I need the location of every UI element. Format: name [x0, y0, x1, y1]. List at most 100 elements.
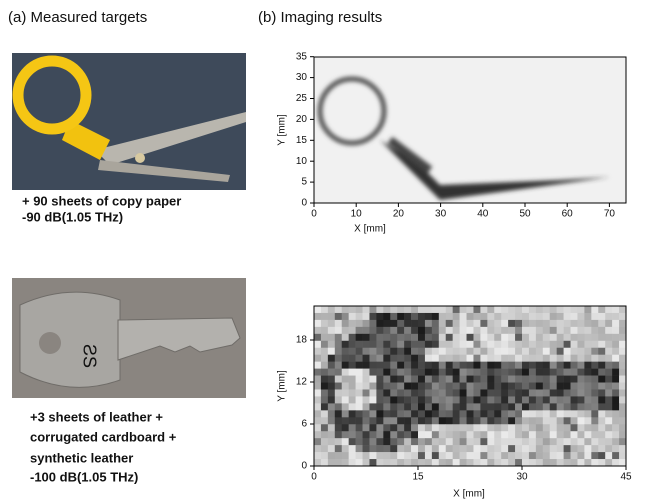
pixel: [335, 417, 342, 424]
pixel: [390, 313, 397, 320]
pixel: [397, 362, 404, 369]
pixel: [349, 320, 356, 327]
pixel: [363, 341, 370, 348]
pixel: [439, 403, 446, 410]
pixel: [577, 452, 584, 459]
pixel: [487, 431, 494, 438]
pixel: [480, 459, 487, 466]
pixel: [529, 431, 536, 438]
pixel: [557, 327, 564, 334]
pixel: [467, 410, 474, 417]
pixel: [522, 403, 529, 410]
pixel: [598, 341, 605, 348]
pixel: [515, 459, 522, 466]
pixel: [508, 438, 515, 445]
pixel: [404, 424, 411, 431]
pixel: [550, 362, 557, 369]
pixel: [446, 320, 453, 327]
pixel: [363, 348, 370, 355]
pixel: [432, 313, 439, 320]
pixel: [342, 383, 349, 390]
pixel: [543, 424, 550, 431]
pixel: [425, 327, 432, 334]
pixel: [494, 334, 501, 341]
pixel: [453, 306, 460, 313]
pixel: [453, 334, 460, 341]
pixel: [460, 383, 467, 390]
pixel: [501, 417, 508, 424]
pixel: [453, 320, 460, 327]
pixel: [321, 341, 328, 348]
pixel: [557, 410, 564, 417]
pixel: [536, 348, 543, 355]
pixel: [584, 396, 591, 403]
pixel: [460, 445, 467, 452]
pixel: [619, 334, 626, 341]
pixel: [411, 334, 418, 341]
pixel: [557, 459, 564, 466]
pixel: [577, 410, 584, 417]
pixel: [487, 334, 494, 341]
pixel: [453, 410, 460, 417]
pixel: [460, 376, 467, 383]
pixel: [543, 431, 550, 438]
pixel: [328, 355, 335, 362]
pixel: [473, 320, 480, 327]
pixel: [515, 362, 522, 369]
pixel: [467, 383, 474, 390]
pixel: [494, 313, 501, 320]
pixel: [446, 383, 453, 390]
pixel: [564, 341, 571, 348]
pixel: [494, 438, 501, 445]
pixel: [446, 445, 453, 452]
pixel: [411, 376, 418, 383]
pixel: [397, 431, 404, 438]
pixel: [598, 410, 605, 417]
pixel: [494, 417, 501, 424]
pixel: [467, 431, 474, 438]
x-tick-label: 70: [604, 209, 616, 220]
pixel: [376, 376, 383, 383]
x-tick-label: 0: [311, 209, 317, 220]
pixel: [328, 327, 335, 334]
pixel: [349, 431, 356, 438]
pixel: [460, 438, 467, 445]
pixel: [321, 313, 328, 320]
pixel: [349, 445, 356, 452]
pixel: [446, 306, 453, 313]
pixel: [363, 355, 370, 362]
pixel: [432, 348, 439, 355]
pixel: [369, 306, 376, 313]
pixel: [598, 431, 605, 438]
pixel: [543, 313, 550, 320]
pixel: [425, 362, 432, 369]
pixel: [418, 348, 425, 355]
pixel: [480, 452, 487, 459]
pixel: [314, 306, 321, 313]
pixel: [515, 334, 522, 341]
pixel: [564, 306, 571, 313]
pixel: [314, 334, 321, 341]
pixel: [404, 306, 411, 313]
pixel: [328, 334, 335, 341]
pixel: [404, 369, 411, 376]
pixel: [335, 355, 342, 362]
pixel: [453, 389, 460, 396]
pixel: [349, 362, 356, 369]
pixel: [439, 383, 446, 390]
pixel: [467, 341, 474, 348]
pixel: [363, 410, 370, 417]
pixel: [467, 306, 474, 313]
pixel: [571, 376, 578, 383]
pixel: [432, 438, 439, 445]
pixel: [473, 341, 480, 348]
pixel: [439, 452, 446, 459]
pixel: [376, 424, 383, 431]
x-tick-label: 30: [435, 209, 447, 220]
pixel: [369, 389, 376, 396]
pixel: [432, 383, 439, 390]
pixel: [522, 313, 529, 320]
pixel: [321, 362, 328, 369]
pixel: [480, 389, 487, 396]
pixel: [425, 348, 432, 355]
